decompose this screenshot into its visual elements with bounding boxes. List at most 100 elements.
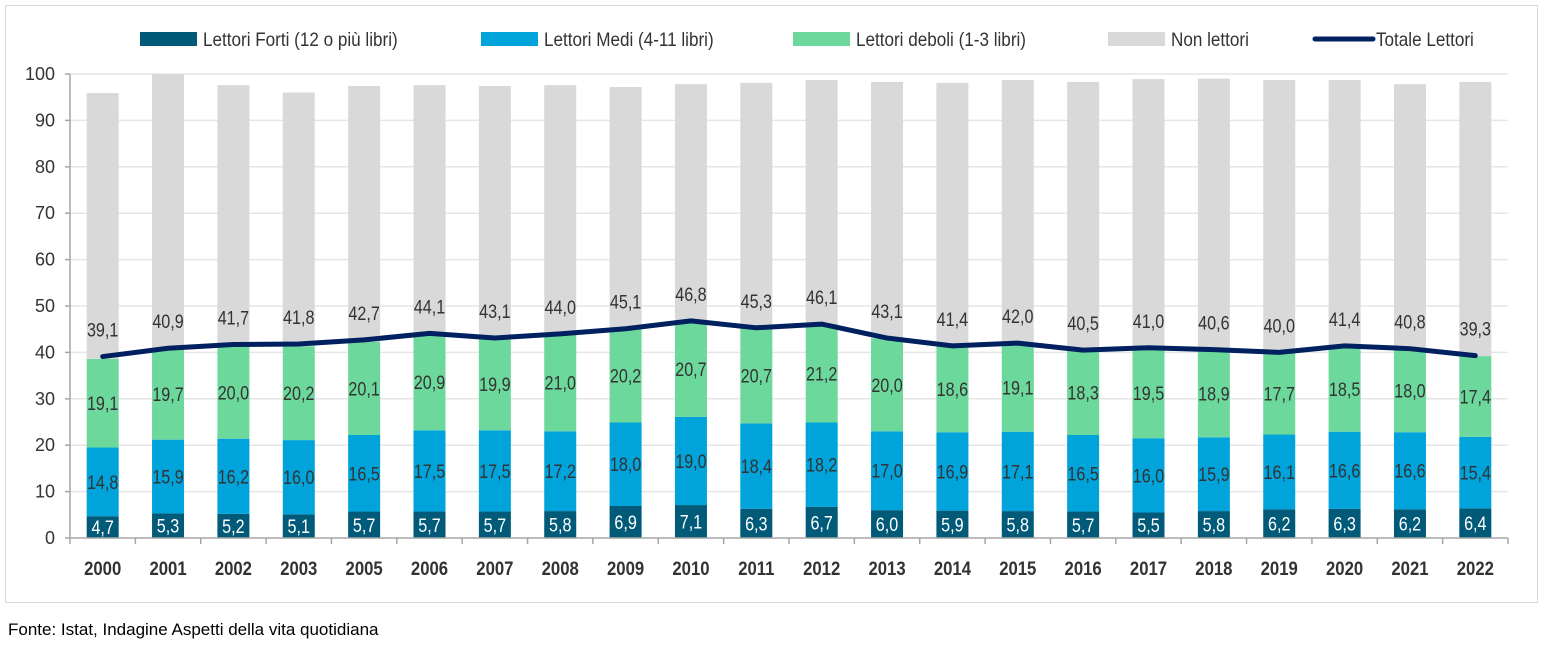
bar-segment [544, 85, 577, 334]
bar-segment [1001, 343, 1034, 432]
bar-segment [413, 430, 446, 512]
bar-segment [1393, 509, 1426, 538]
x-tick-label: 2018 [1195, 558, 1232, 579]
bar-segment [413, 85, 446, 334]
totale-label: 44,1 [414, 296, 445, 318]
bar-segment [1328, 508, 1361, 538]
bar-segment [805, 506, 838, 538]
chart-frame [5, 5, 1538, 603]
y-tick-label: 30 [35, 389, 55, 409]
data-label: 15,9 [1198, 464, 1229, 486]
x-tick-label: 2015 [999, 558, 1036, 579]
bar-segment [740, 327, 773, 424]
bar-segment [1001, 80, 1034, 344]
data-label: 18,0 [610, 454, 642, 476]
data-label: 5,7 [1072, 515, 1094, 537]
data-label: 19,1 [1002, 377, 1033, 399]
data-label: 16,2 [218, 466, 249, 488]
bar-segment [1132, 79, 1165, 348]
x-tick-label: 2013 [868, 558, 905, 579]
legend-label: Lettori deboli (1-3 libri) [856, 29, 1026, 50]
bar-segment [936, 345, 969, 433]
bar-segment [1067, 511, 1100, 538]
x-tick-label: 2006 [411, 558, 448, 579]
bar-segment [1263, 352, 1296, 435]
data-label: 16,6 [1329, 460, 1361, 482]
data-label: 15,9 [152, 466, 183, 488]
bar-segment [871, 431, 904, 511]
data-label: 20,0 [218, 382, 250, 404]
x-tick-label: 2014 [934, 558, 971, 579]
data-label: 17,7 [1264, 383, 1295, 405]
bar-segment [1393, 348, 1426, 433]
totale-label: 45,1 [610, 291, 641, 313]
bar-segment [544, 511, 577, 538]
data-label: 5,8 [549, 514, 572, 536]
bar-segment [1459, 356, 1492, 437]
totale-label: 41,7 [218, 307, 249, 329]
bar-segment [609, 328, 642, 423]
bar-segment [348, 86, 381, 342]
data-label: 19,0 [675, 451, 707, 473]
data-label: 16,0 [283, 467, 315, 489]
x-tick-label: 2001 [149, 558, 186, 579]
x-tick-label: 2011 [738, 558, 774, 579]
data-label: 17,5 [479, 461, 511, 483]
data-label: 18,9 [1198, 383, 1229, 405]
totale-label: 40,8 [1394, 311, 1426, 333]
bar-segment [1067, 81, 1100, 351]
bar-segment [609, 505, 642, 538]
bar-segment [478, 338, 511, 431]
bar-segment [348, 511, 381, 538]
bar-segment [674, 416, 707, 506]
x-tick-label: 2003 [280, 558, 317, 579]
data-label: 20,9 [414, 372, 445, 394]
bar-segment [1263, 80, 1296, 353]
data-label: 5,2 [222, 516, 244, 538]
data-label: 20,7 [675, 359, 706, 381]
data-label: 21,2 [806, 363, 837, 385]
data-label: 21,0 [545, 372, 577, 394]
bar-segment [413, 511, 446, 538]
data-label: 5,9 [941, 514, 963, 536]
bar-segment [1197, 78, 1230, 350]
y-tick-label: 40 [35, 342, 55, 362]
bar-segment [152, 513, 185, 538]
stacked-bar-chart: 0 10 20 30 40 50 60 70 80 90 100 4,7 14,8 19,1 2000 5,3… [25, 29, 1509, 579]
data-label: 5,8 [1007, 514, 1030, 536]
bar-segment [871, 510, 904, 538]
data-label: 5,8 [1203, 514, 1226, 536]
y-tick-label: 90 [35, 110, 55, 130]
data-label: 16,9 [937, 461, 968, 483]
data-label: 16,1 [1264, 462, 1295, 484]
totale-label: 39,1 [87, 319, 118, 341]
bar-segment [152, 348, 185, 440]
data-label: 17,5 [414, 461, 446, 483]
bar-segment [478, 86, 511, 339]
data-label: 18,0 [1394, 380, 1426, 402]
bar-segment [478, 430, 511, 512]
bar-segment [936, 82, 969, 346]
totale-label: 40,6 [1198, 312, 1230, 334]
data-label: 6,7 [810, 512, 832, 534]
bar-segment [544, 431, 577, 512]
x-tick-label: 2017 [1130, 558, 1167, 579]
bar-segment [871, 338, 904, 432]
legend-label: Lettori Medi (4-11 libri) [544, 29, 714, 50]
x-tick-label: 2000 [84, 558, 121, 579]
data-label: 5,1 [288, 516, 310, 538]
data-label: 18,2 [806, 454, 837, 476]
data-label: 6,3 [745, 513, 768, 535]
totale-label: 44,0 [545, 297, 577, 319]
data-label: 18,3 [1067, 382, 1099, 404]
totale-label: 40,9 [152, 311, 183, 333]
data-label: 5,7 [418, 515, 440, 537]
bar-segment [740, 423, 773, 509]
totale-label: 42,0 [1002, 306, 1034, 328]
x-tick-label: 2016 [1065, 558, 1102, 579]
data-label: 15,4 [1460, 462, 1492, 484]
totale-label: 40,0 [1264, 315, 1296, 337]
bar-segment [217, 345, 250, 439]
totale-label: 46,8 [675, 284, 707, 306]
bar-segment [1459, 81, 1492, 357]
